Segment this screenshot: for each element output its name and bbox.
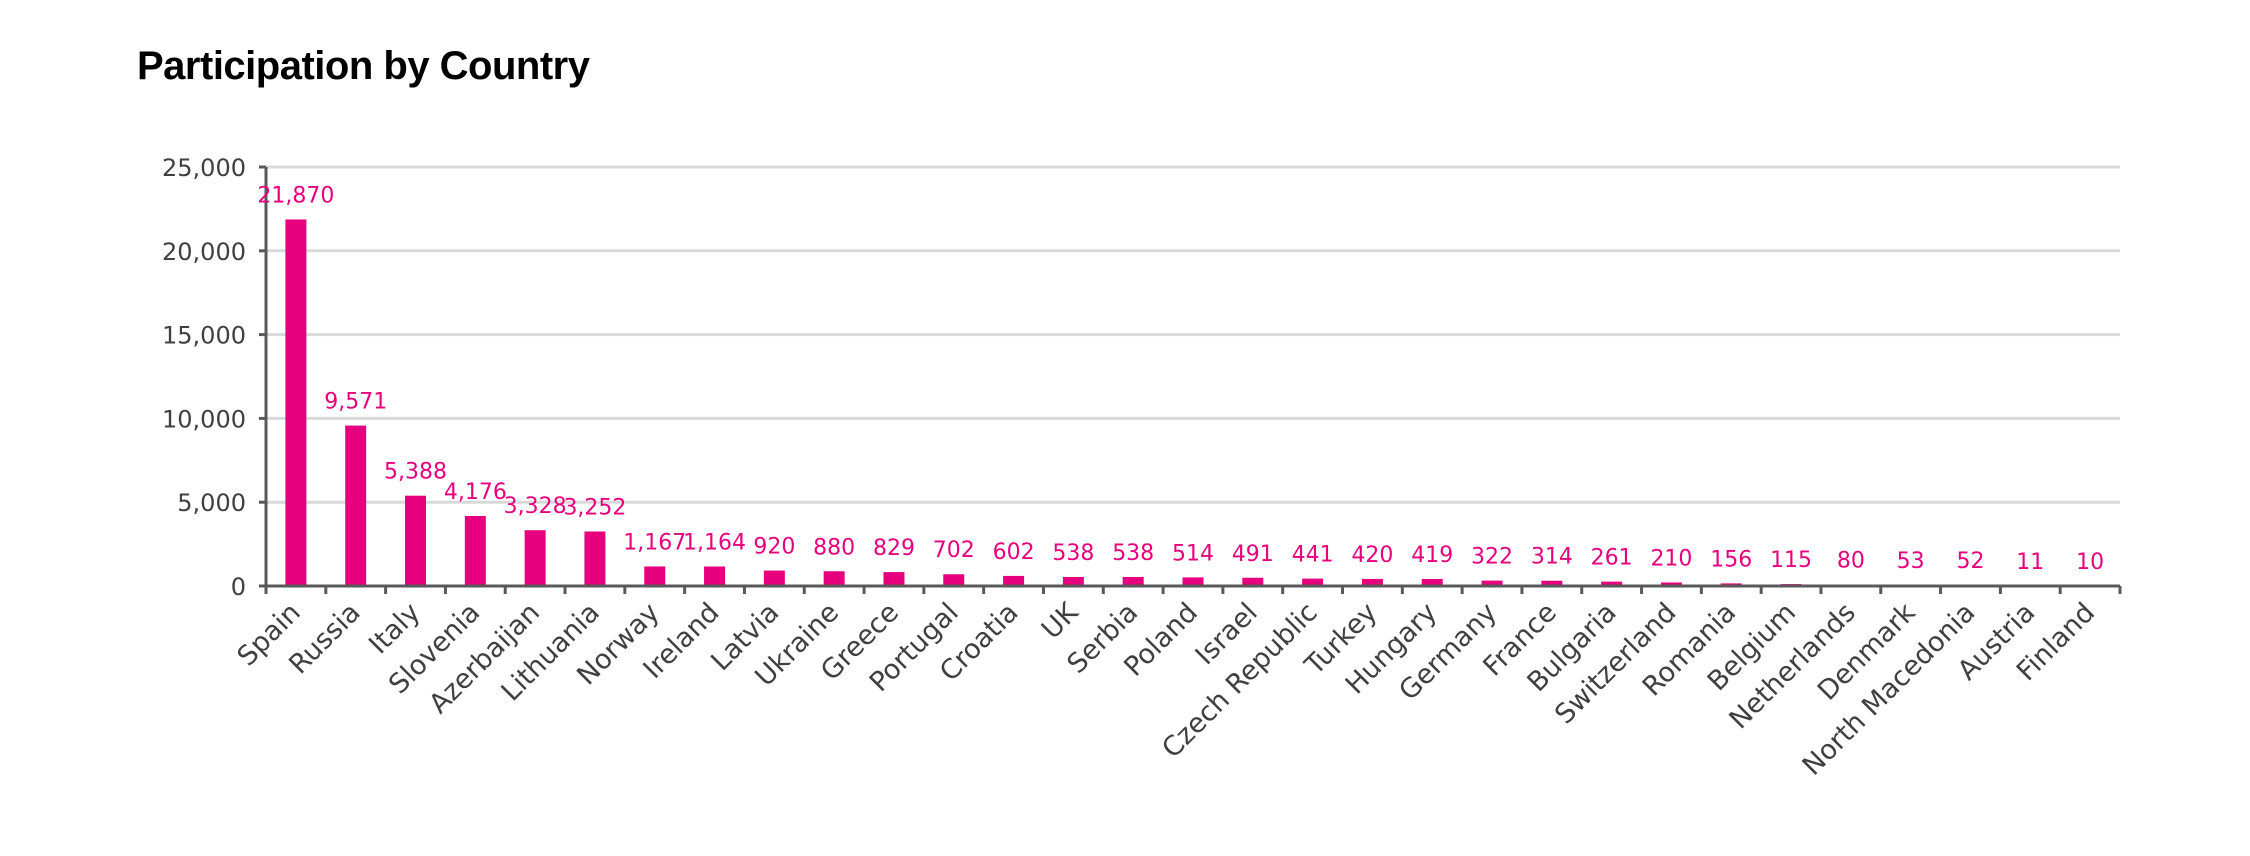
data-label: 53 (1897, 549, 1925, 574)
chart-title: Participation by Country (137, 44, 590, 88)
data-label: 1,164 (683, 530, 746, 555)
data-label: 538 (1112, 541, 1154, 566)
data-label: 702 (933, 538, 975, 563)
data-label: 210 (1650, 546, 1692, 571)
data-label: 1,167 (623, 530, 686, 555)
bar-ireland (704, 566, 726, 586)
bar-israel (1242, 577, 1264, 586)
bar-lithuania (584, 531, 606, 586)
data-label: 5,388 (384, 460, 447, 485)
bar-azerbaijan (524, 530, 546, 586)
y-tick-labels: 0 5,000 10,000 15,000 20,000 25,000 (162, 154, 246, 601)
data-label: 419 (1411, 543, 1453, 568)
axes (259, 165, 2122, 594)
data-label: 602 (993, 540, 1035, 565)
data-label: 115 (1770, 548, 1812, 573)
bar-germany (1481, 580, 1503, 586)
data-label: 3,252 (563, 495, 626, 520)
bar-italy (405, 495, 427, 586)
y-tick-label: 25,000 (162, 154, 246, 182)
y-tick-label: 20,000 (162, 238, 246, 266)
data-label: 420 (1351, 543, 1393, 568)
bar-croatia (1003, 575, 1025, 586)
data-label: 4,176 (444, 480, 507, 505)
bar-czech-republic (1302, 578, 1324, 586)
bar-slovenia (464, 516, 486, 586)
x-tick-labels: SpainRussiaItalySloveniaAzerbaijanLithua… (232, 596, 2101, 782)
bar-poland (1182, 577, 1204, 586)
data-label: 80 (1837, 549, 1865, 574)
y-tick-label: 0 (231, 573, 246, 601)
data-label: 156 (1710, 547, 1752, 572)
data-label: 21,870 (257, 183, 334, 208)
bar-latvia (763, 570, 785, 586)
data-label: 880 (813, 535, 855, 560)
data-label: 514 (1172, 541, 1214, 566)
bar-uk (1062, 576, 1084, 586)
bar-france (1541, 580, 1563, 586)
bar-spain (285, 219, 307, 586)
bar-turkey (1361, 578, 1383, 586)
data-label: 52 (1956, 549, 1984, 574)
data-label: 11 (2016, 550, 2044, 575)
bar-russia (345, 425, 367, 586)
data-label: 829 (873, 536, 915, 561)
data-label: 322 (1471, 545, 1513, 570)
y-tick-label: 5,000 (177, 489, 246, 517)
data-label: 920 (753, 535, 795, 560)
y-tick-label: 15,000 (162, 322, 246, 350)
y-tick-label: 10,000 (162, 405, 246, 433)
data-label: 3,328 (504, 494, 567, 519)
data-label: 261 (1591, 546, 1633, 571)
bar-hungary (1421, 578, 1443, 586)
data-label: 441 (1292, 543, 1334, 568)
bar-bulgaria (1601, 581, 1623, 586)
data-label: 9,571 (324, 390, 387, 415)
bar-ukraine (823, 571, 845, 586)
bar-switzerland (1660, 582, 1682, 586)
bar-portugal (943, 574, 965, 586)
x-tick-label: UK (1036, 596, 1085, 645)
bar-greece (883, 572, 905, 586)
bar-norway (644, 566, 666, 586)
gridlines (266, 165, 2120, 504)
bars (285, 219, 2101, 586)
data-label: 538 (1052, 541, 1094, 566)
data-label: 491 (1232, 542, 1274, 567)
data-label: 10 (2076, 550, 2104, 575)
data-label: 314 (1531, 545, 1573, 570)
bar-serbia (1122, 576, 1144, 586)
